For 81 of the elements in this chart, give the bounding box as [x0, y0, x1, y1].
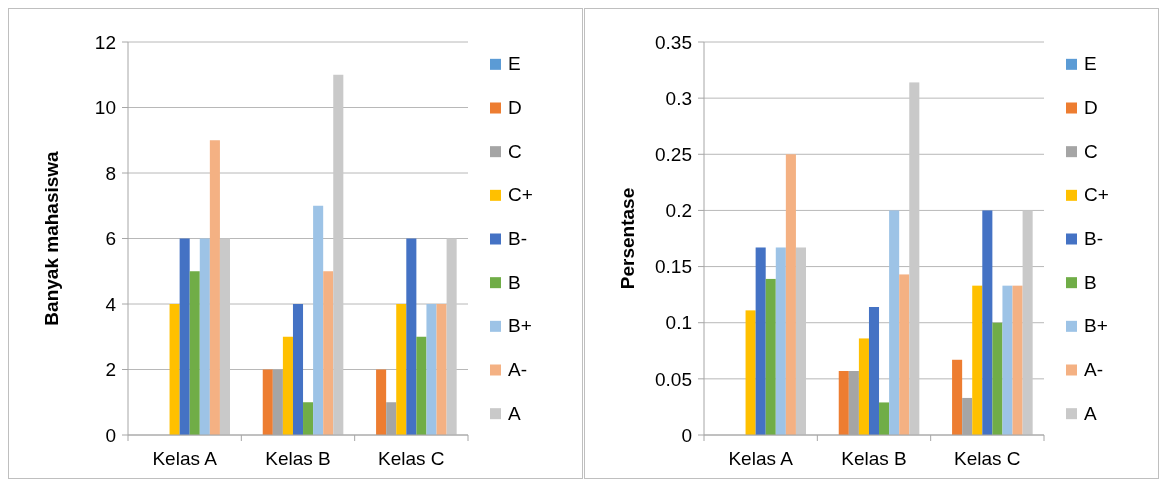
bar — [952, 359, 963, 435]
bar — [889, 210, 900, 435]
legend-label: C+ — [508, 184, 533, 206]
bar — [426, 304, 437, 435]
legend-label: E — [508, 53, 521, 75]
bar — [303, 402, 314, 435]
bar — [292, 304, 304, 435]
bar — [323, 271, 334, 435]
x-tick-label: Kelas C — [954, 448, 1021, 469]
x-tick-label: Kelas B — [841, 448, 907, 469]
bar — [1012, 285, 1023, 435]
y-tick-label: 0.3 — [665, 87, 692, 109]
y-tick-label: 0.2 — [665, 200, 692, 222]
bar — [262, 369, 273, 435]
bar — [858, 338, 869, 435]
bar — [199, 238, 210, 435]
bar — [899, 274, 910, 435]
bar — [436, 304, 447, 435]
y-tick-label: 0.35 — [655, 31, 692, 53]
x-tick-label: Kelas B — [265, 448, 331, 469]
bar — [1022, 210, 1033, 435]
bar — [795, 247, 806, 435]
legend-label: C+ — [1084, 184, 1109, 206]
bar — [406, 238, 417, 435]
y-tick-label: 0.05 — [655, 368, 692, 390]
bar — [909, 82, 920, 435]
bar — [992, 322, 1003, 435]
x-tick-label: Kelas A — [152, 448, 218, 469]
legend-label: E — [1084, 53, 1097, 75]
bar — [745, 310, 756, 435]
x-tick-label: Kelas C — [378, 448, 445, 469]
x-tick-label: Kelas A — [728, 448, 794, 469]
legend-label: B — [508, 271, 521, 293]
bar — [376, 369, 387, 435]
bar — [446, 238, 457, 435]
bar — [282, 336, 293, 435]
y-tick-label: 0.1 — [665, 312, 692, 334]
bar — [1002, 285, 1013, 435]
y-tick-label: 12 — [94, 31, 116, 53]
bar — [785, 154, 796, 435]
legend-label: D — [1084, 97, 1098, 119]
bar — [396, 304, 407, 435]
legend-label: C — [1084, 140, 1098, 162]
y-axis-title: Banyak mahasiswa — [41, 150, 62, 326]
legend-label: A- — [508, 359, 527, 381]
bar — [838, 371, 849, 435]
y-tick-label: 6 — [105, 228, 116, 250]
bar — [972, 285, 983, 435]
y-tick-label: 10 — [94, 97, 116, 119]
y-tick-label: 2 — [105, 359, 116, 381]
bar — [169, 304, 180, 435]
legend-label: C — [508, 140, 522, 162]
legend-label: A — [1084, 402, 1097, 424]
bar — [982, 210, 993, 435]
legend-label: A- — [1084, 359, 1103, 381]
bar — [189, 271, 200, 435]
legend-label: B+ — [1084, 315, 1108, 337]
y-tick-label: 0 — [681, 424, 692, 446]
bar — [179, 238, 190, 435]
bar — [775, 247, 786, 435]
legend-label: A — [508, 402, 521, 424]
y-tick-label: 4 — [105, 293, 117, 315]
bar — [313, 205, 324, 435]
y-tick-label: 8 — [105, 162, 116, 184]
bar — [209, 140, 220, 435]
y-tick-label: 0.15 — [655, 256, 692, 278]
bar — [333, 74, 344, 435]
legend-label: B+ — [508, 315, 532, 337]
bar — [416, 336, 427, 435]
bar — [765, 278, 776, 435]
y-tick-label: 0.25 — [655, 143, 692, 165]
y-axis-title: Persentase — [617, 187, 638, 290]
legend-label: B — [1084, 271, 1097, 293]
bar — [755, 247, 766, 435]
bar — [879, 402, 890, 435]
legend-label: D — [508, 97, 522, 119]
legend-label: B- — [508, 228, 527, 250]
y-tick-label: 0 — [105, 424, 116, 446]
bar — [868, 306, 880, 435]
legend-label: B- — [1084, 228, 1103, 250]
bar — [219, 238, 230, 435]
